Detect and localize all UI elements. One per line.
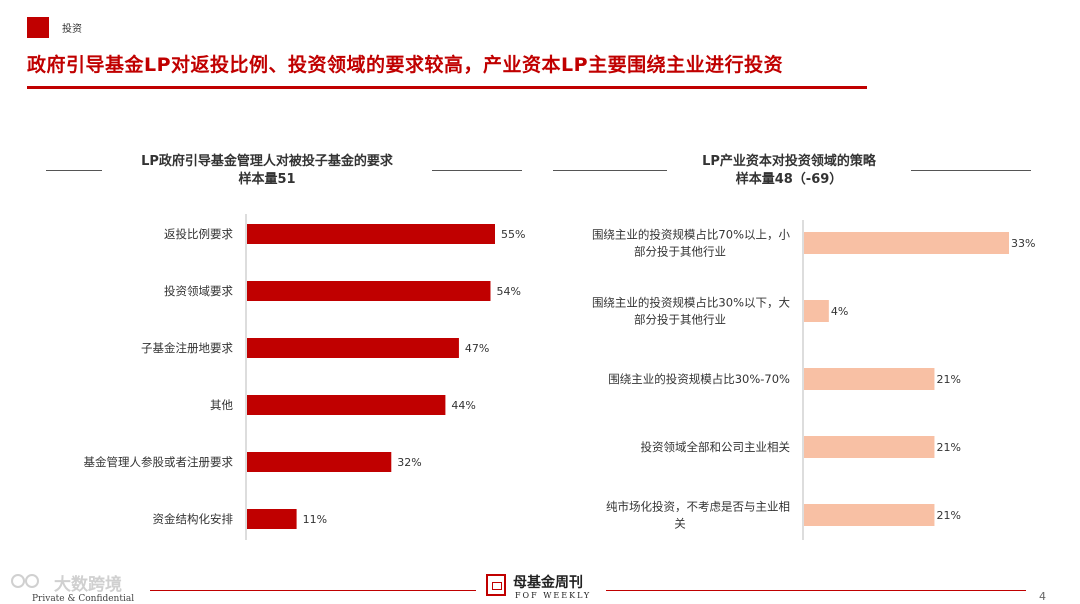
bar-2	[247, 338, 459, 358]
category-label-1: 投资领域要求	[164, 284, 233, 298]
bar-1	[804, 300, 829, 322]
value-label-2: 21%	[936, 373, 960, 386]
right-chart-header: LP产业资本对投资领域的策略 样本量48（-69）	[672, 153, 906, 189]
watermark-icon	[11, 574, 39, 588]
bar-0	[804, 232, 1009, 254]
right-chart-rule-right	[911, 170, 1031, 171]
watermark-text: 大数跨境	[54, 575, 122, 595]
bar-2	[804, 368, 935, 390]
bar-1	[247, 281, 491, 301]
category-label-1-line-0: 围绕主业的投资规模占比30%以下，大	[592, 296, 791, 310]
left-chart-header: LP政府引导基金管理人对被投子基金的要求 样本量51	[108, 153, 426, 189]
title-rule	[27, 86, 867, 89]
value-label-3: 44%	[451, 399, 475, 412]
bar-3	[247, 395, 446, 415]
bar-4	[804, 504, 935, 526]
brand-logo-icon	[486, 574, 506, 596]
category-label-4: 基金管理人参股或者注册要求	[84, 455, 234, 469]
page-title: 政府引导基金LP对返投比例、投资领域的要求较高，产业资本LP主要围绕主业进行投资	[27, 54, 784, 76]
page-number: 4	[1039, 590, 1046, 603]
brand-subtitle: FOF WEEKLY	[515, 591, 592, 600]
category-label-0-line-0: 围绕主业的投资规模占比70%以上，小	[592, 228, 791, 242]
right-chart-rule-left	[553, 170, 667, 171]
bar-3	[804, 436, 935, 458]
value-label-5: 11%	[303, 513, 327, 526]
value-label-1: 54%	[496, 285, 520, 298]
left-chart-rule-left	[46, 170, 102, 171]
bar-4	[247, 452, 392, 472]
value-label-4: 21%	[936, 509, 960, 522]
category-label-3: 投资领域全部和公司主业相关	[641, 440, 791, 454]
confidential-notice: Private & Confidential	[32, 594, 135, 604]
value-label-3: 21%	[936, 441, 960, 454]
section-square-icon	[27, 17, 49, 38]
left-chart-rule-right	[432, 170, 522, 171]
right-chart-subtitle: 样本量48（-69）	[735, 172, 843, 187]
bar-5	[247, 509, 297, 529]
right-chart-title: LP产业资本对投资领域的策略	[702, 154, 876, 169]
category-label-0: 返投比例要求	[164, 227, 233, 241]
section-tag: 投资	[62, 24, 82, 35]
bar-0	[247, 224, 495, 244]
value-label-2: 47%	[465, 342, 489, 355]
footer-rule-left	[150, 590, 476, 591]
left-chart-subtitle: 样本量51	[238, 172, 296, 187]
category-label-2: 围绕主业的投资规模占比30%-70%	[608, 372, 790, 386]
category-label-4-line-1: 关	[674, 517, 686, 531]
value-label-0: 33%	[1011, 237, 1035, 250]
left-chart-title: LP政府引导基金管理人对被投子基金的要求	[141, 154, 393, 169]
category-label-0-line-1: 部分投于其他行业	[634, 245, 726, 259]
category-label-3: 其他	[210, 398, 233, 412]
category-label-2: 子基金注册地要求	[141, 341, 233, 355]
brand-name: 母基金周刊	[513, 575, 583, 591]
footer-rule-right	[606, 590, 1026, 591]
value-label-4: 32%	[397, 456, 421, 469]
category-label-4-line-0: 纯市场化投资，不考虑是否与主业相	[606, 500, 790, 514]
value-label-0: 55%	[501, 228, 525, 241]
value-label-1: 4%	[831, 305, 848, 318]
category-label-1-line-1: 部分投于其他行业	[634, 313, 726, 327]
category-label-5: 资金结构化安排	[153, 512, 234, 526]
